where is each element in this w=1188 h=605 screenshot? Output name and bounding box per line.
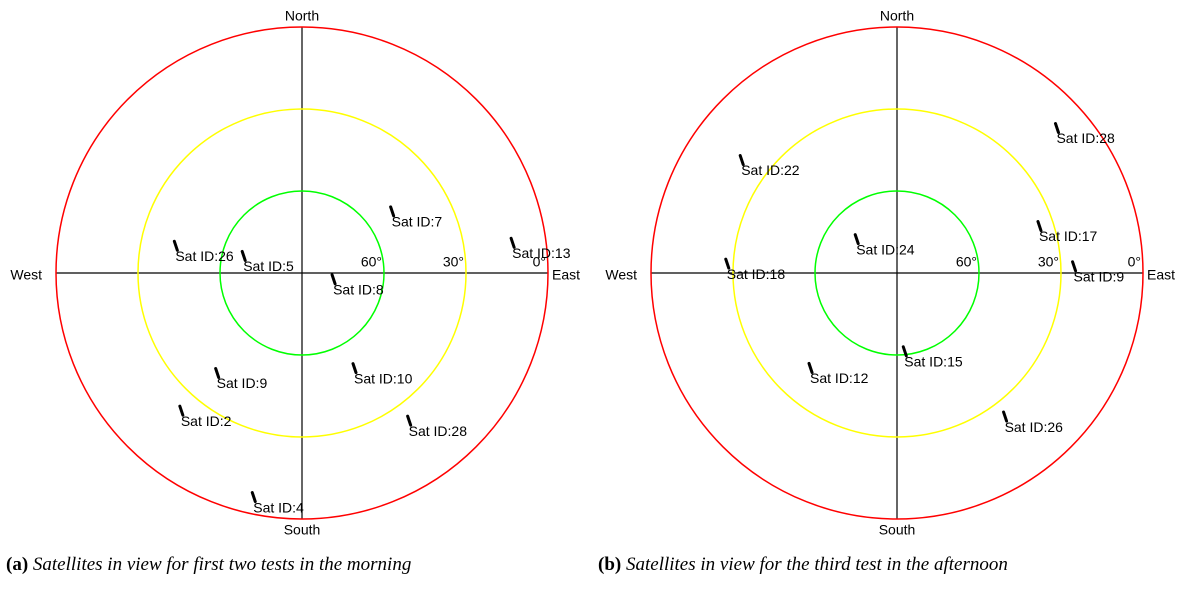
satellite-label: Sat ID:4 — [253, 499, 304, 515]
satellite-label: Sat ID:15 — [904, 354, 963, 370]
satellite-track — [1053, 122, 1060, 135]
elevation-label: 30° — [1038, 254, 1059, 270]
satellite-track — [1002, 410, 1009, 423]
direction-label: East — [552, 267, 580, 283]
satellite-track — [178, 404, 185, 417]
caption-label: (a) — [6, 554, 29, 575]
satellite-label: Sat ID:10 — [354, 370, 413, 386]
caption-text: Satellites in view for the third test in… — [625, 554, 1008, 575]
satellite-label: Sat ID:28 — [409, 423, 468, 439]
satellite-track — [406, 414, 413, 427]
elevation-ring — [137, 108, 467, 438]
satellite-track — [330, 273, 337, 286]
satellite-track — [1071, 260, 1078, 273]
satellite-label: Sat ID:24 — [856, 241, 915, 257]
satellite-track — [807, 361, 814, 374]
satellite-label: Sat ID:13 — [512, 245, 571, 261]
caption-text: Satellites in view for first two tests i… — [32, 554, 412, 575]
elevation-ring — [814, 190, 980, 356]
satellite-label: Sat ID:2 — [181, 413, 232, 429]
direction-label: North — [880, 8, 914, 24]
satellite-label: Sat ID:26 — [1005, 419, 1064, 435]
direction-label: West — [10, 267, 42, 283]
satellite-label: Sat ID:28 — [1056, 130, 1115, 146]
elevation-label: 60° — [956, 254, 977, 270]
direction-label: South — [284, 522, 321, 538]
elevation-ring — [55, 26, 549, 520]
satellite-track — [389, 205, 396, 218]
satellite-track — [172, 239, 179, 252]
satellite-track — [250, 491, 257, 504]
elevation-label: 0° — [1128, 254, 1141, 270]
satellite-label: Sat ID:7 — [392, 214, 443, 230]
elevation-label: 60° — [361, 254, 382, 270]
elevation-label: 30° — [443, 254, 464, 270]
figure: 0° 30° 60° North East South West Sat ID:26 Sat I… — [10, 8, 1175, 538]
satellite-label: Sat ID:12 — [810, 370, 869, 386]
satellite-track — [1036, 220, 1043, 233]
satellite-label: Sat ID:18 — [727, 266, 786, 282]
satellite-label: Sat ID:26 — [175, 248, 234, 264]
direction-label: North — [285, 8, 319, 24]
direction-label: East — [1147, 267, 1175, 283]
satellite-label: Sat ID:9 — [217, 375, 268, 391]
satellite-track — [509, 236, 516, 249]
satellite-label: Sat ID:22 — [741, 162, 800, 178]
satellite-track — [724, 257, 731, 270]
satellite-label: Sat ID:9 — [1074, 269, 1125, 285]
elevation-ring — [650, 26, 1144, 520]
caption-label: (b) — [598, 554, 622, 575]
direction-label: West — [605, 267, 637, 283]
satellite-label: Sat ID:17 — [1039, 228, 1098, 244]
satellite-track — [901, 345, 908, 358]
caption-b: (b) Satellites in view for the third tes… — [598, 552, 1178, 578]
caption-a: (a) Satellites in view for first two tes… — [6, 552, 586, 578]
satellite-label: Sat ID:8 — [333, 282, 384, 298]
satellite-track — [214, 367, 221, 380]
elevation-label: 0° — [533, 254, 546, 270]
satellite-label: Sat ID:5 — [243, 258, 294, 274]
satellite-track — [351, 362, 358, 375]
satellite-track — [738, 154, 745, 167]
direction-label: South — [879, 522, 916, 538]
elevation-ring — [732, 108, 1062, 438]
satellite-track — [853, 233, 860, 246]
elevation-ring — [219, 190, 385, 356]
satellite-track — [240, 249, 247, 262]
